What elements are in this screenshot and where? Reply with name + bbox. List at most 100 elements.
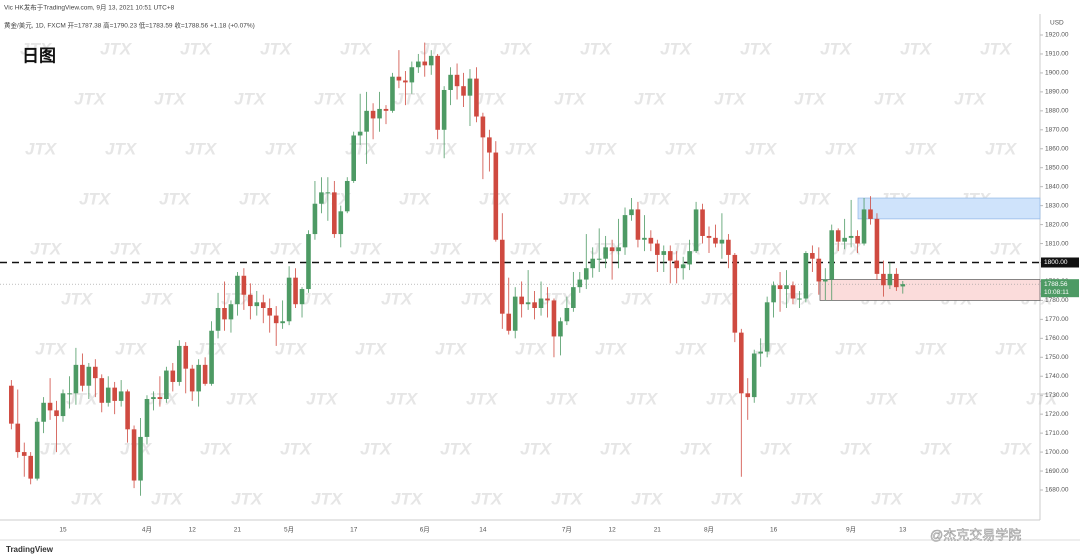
candle-body [403, 80, 408, 83]
watermark: JTX [631, 489, 664, 508]
watermark: JTX [835, 339, 868, 358]
candle-body [299, 289, 305, 305]
candle-body [822, 279, 828, 282]
watermark: JTX [120, 439, 153, 458]
watermark: JTX [820, 39, 853, 58]
candle-body [273, 315, 279, 324]
candle-body [312, 203, 318, 235]
candle-body [67, 393, 72, 395]
watermark: JTX [340, 39, 373, 58]
watermark: JTX [680, 439, 713, 458]
candle-body [861, 209, 867, 244]
watermark: JTX [714, 89, 747, 108]
watermark: JTX [100, 39, 133, 58]
candle-body [422, 61, 428, 66]
candle-body [816, 258, 822, 282]
x-tick-label: 4月 [142, 526, 152, 534]
candle-body [409, 67, 415, 83]
candle-body [344, 180, 350, 212]
watermark: JTX [786, 389, 819, 408]
candle-body [164, 370, 169, 399]
y-tick-label: 1760.00 [1045, 335, 1069, 342]
candle-body [532, 302, 537, 308]
watermark: JTX [595, 339, 628, 358]
credit: @杰克交易学院 [930, 527, 1021, 542]
candle-body [648, 237, 654, 244]
candle-body [881, 273, 886, 286]
candle-body [609, 247, 615, 252]
y-tick-label: 1830.00 [1045, 202, 1069, 209]
watermark: JTX [985, 139, 1018, 158]
candle-body [590, 258, 596, 269]
candle-body [706, 235, 712, 238]
last-tag-label: 1788.56 [1044, 281, 1068, 288]
watermark: JTX [500, 39, 533, 58]
candle-body [73, 364, 79, 394]
watermark: JTX [954, 89, 987, 108]
watermark: JTX [260, 39, 293, 58]
candle-body [777, 285, 783, 290]
zone [857, 197, 1041, 220]
watermark: JTX [391, 489, 424, 508]
watermark: JTX [920, 439, 953, 458]
watermark: JTX [660, 39, 693, 58]
watermark: JTX [874, 89, 907, 108]
candle-body [887, 273, 893, 286]
watermark: JTX [639, 189, 672, 208]
candle-body [674, 260, 679, 269]
candle-body [254, 302, 260, 307]
watermark: JTX [61, 289, 94, 308]
candle-body [86, 366, 92, 386]
watermark: JTX [71, 489, 104, 508]
watermark: JTX [794, 89, 827, 108]
watermark: JTX [951, 489, 984, 508]
candle-body [571, 287, 576, 308]
candle-body [222, 308, 227, 320]
candle-body [15, 423, 21, 453]
candle-body [829, 230, 835, 280]
watermark: JTX [314, 89, 347, 108]
watermark: JTX [265, 139, 298, 158]
candle-body [183, 345, 189, 369]
candle-body [732, 254, 738, 333]
candle-body [125, 391, 130, 430]
y-tick-label: 1890.00 [1045, 89, 1069, 96]
watermark: JTX [551, 489, 584, 508]
candle-body [467, 78, 473, 96]
candle-body [189, 368, 195, 392]
candle-body [596, 258, 602, 260]
candle-body [558, 321, 563, 337]
watermark: JTX [910, 239, 943, 258]
watermark: JTX [394, 89, 427, 108]
candle-body [700, 209, 705, 236]
candle-body [622, 215, 628, 248]
candle-body [118, 391, 124, 401]
watermark: JTX [35, 339, 68, 358]
watermark: JTX [105, 139, 138, 158]
candle-body [538, 298, 544, 308]
candle-body [209, 330, 214, 384]
x-tick-label: 9月 [846, 526, 856, 534]
candle-body [364, 110, 369, 132]
watermark: JTX [791, 489, 824, 508]
watermark: JTX [740, 39, 773, 58]
candle-body [642, 237, 647, 240]
watermark: JTX [381, 289, 414, 308]
watermark: JTX [239, 189, 272, 208]
candle-body [868, 209, 873, 219]
y-tick-label: 1750.00 [1045, 354, 1069, 361]
watermark: JTX [30, 239, 63, 258]
candle-body [93, 366, 98, 379]
y-tick-label: 1880.00 [1045, 108, 1069, 115]
watermark: JTX [995, 339, 1028, 358]
watermark: JTX [345, 139, 378, 158]
candle-body [176, 345, 182, 382]
x-tick-label: 6月 [420, 526, 430, 534]
y-tick-label: 1770.00 [1045, 316, 1069, 323]
watermark: JTX [355, 339, 388, 358]
candle-body [202, 364, 208, 384]
watermark: JTX [25, 139, 58, 158]
watermark: JTX [799, 189, 832, 208]
candle-body [784, 285, 789, 290]
